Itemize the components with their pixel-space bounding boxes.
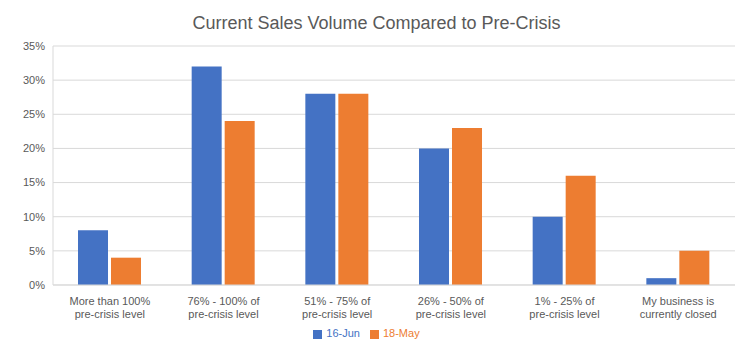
svg-text:51% - 75% ofpre-crisis level: 51% - 75% ofpre-crisis level (302, 295, 372, 320)
svg-text:15%: 15% (23, 176, 45, 188)
html-text:18-May: 18-May (383, 327, 420, 339)
svg-text:26% - 50% ofpre-crisis level: 26% - 50% ofpre-crisis level (416, 295, 486, 320)
svg-text:More than 100%pre-crisis level: More than 100%pre-crisis level (69, 295, 150, 320)
svg-text:My business iscurrently closed: My business iscurrently closed (640, 295, 717, 320)
html-text:16-Jun: 16-Jun (326, 327, 360, 339)
svg-text:25%: 25% (23, 108, 45, 120)
svg-text:30%: 30% (23, 74, 45, 86)
svg-text:20%: 20% (23, 142, 45, 154)
svg-text:5%: 5% (29, 245, 45, 257)
html-text:Current Sales Volume Compared: Current Sales Volume Compared to Pre-Cri… (192, 13, 561, 33)
svg-text:1% - 25% ofpre-crisis level: 1% - 25% ofpre-crisis level (529, 295, 599, 320)
svg-text:35%: 35% (23, 40, 45, 52)
svg-text:10%: 10% (23, 211, 45, 223)
svg-text:0%: 0% (29, 279, 45, 291)
svg-text:76% - 100% ofpre-crisis level: 76% - 100% ofpre-crisis level (187, 295, 260, 320)
